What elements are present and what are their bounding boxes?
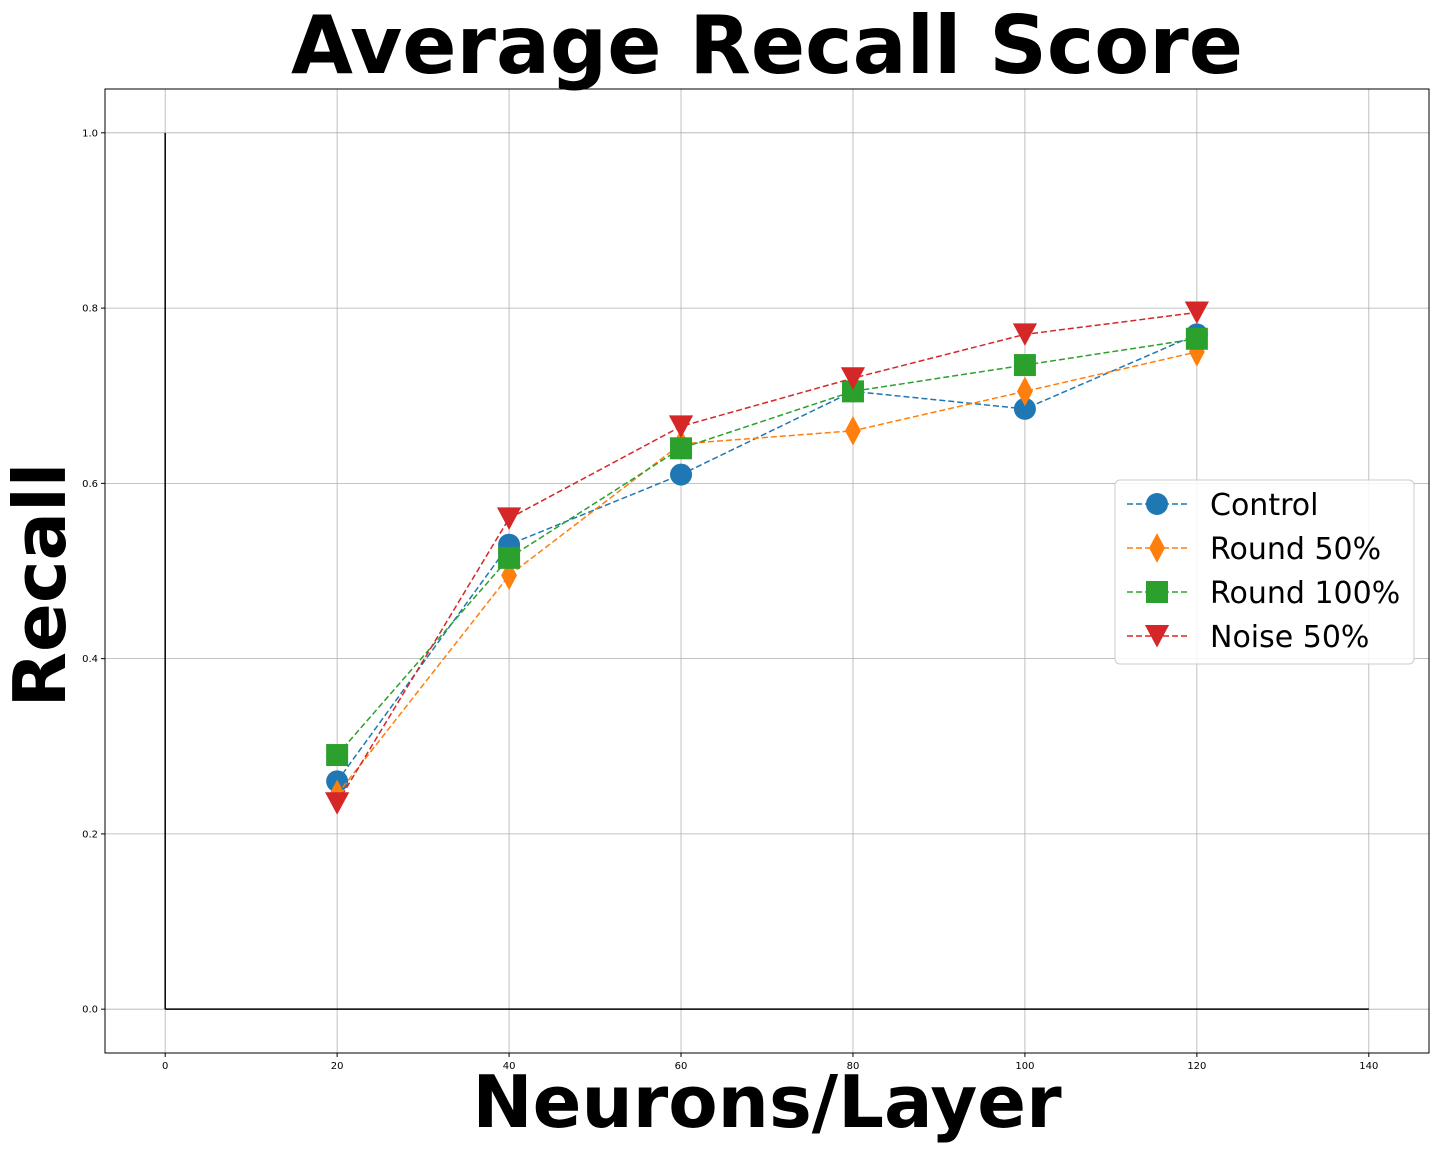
legend-marker-round-100: [1146, 581, 1168, 603]
series-line-round-50: [337, 352, 1197, 795]
legend-label-noise-50: Noise 50%: [1210, 620, 1369, 655]
legend-label-round-50: Round 50%: [1210, 532, 1381, 567]
data-point-noise-50: [497, 507, 521, 530]
x-tick-label: 140: [1359, 1061, 1378, 1072]
y-tick-label: 0.2: [82, 829, 98, 840]
data-point-noise-50: [669, 415, 693, 438]
data-point-round-100: [1014, 354, 1036, 376]
legend-label-round-100: Round 100%: [1210, 576, 1400, 611]
legend-marker-control: [1146, 493, 1168, 515]
data-point-noise-50: [1185, 301, 1209, 324]
series-noise-50: [325, 301, 1209, 814]
y-axis-label: Recall: [0, 463, 82, 708]
series-line-noise-50: [337, 312, 1197, 803]
x-tick-label: 20: [331, 1061, 344, 1072]
data-point-control: [670, 464, 692, 486]
data-point-noise-50: [1013, 323, 1037, 346]
y-tick-label: 1.0: [82, 128, 98, 139]
y-tick-label: 0.6: [82, 479, 98, 490]
series-line-round-100: [337, 339, 1197, 755]
data-point-round-100: [1186, 328, 1208, 350]
x-tick-label: 0: [162, 1061, 168, 1072]
series-round-100: [326, 328, 1208, 766]
legend: Control Round 50% Round 100% Noise 50%: [1115, 480, 1414, 664]
chart-title: Average Recall Score: [291, 0, 1243, 92]
data-point-round-100: [326, 744, 348, 766]
data-point-round-100: [670, 437, 692, 459]
y-tick-label: 0.4: [82, 654, 98, 665]
x-axis-label: Neurons/Layer: [472, 1060, 1062, 1144]
series-round-50: [329, 337, 1205, 809]
series-line-control: [337, 334, 1197, 781]
data-point-noise-50: [325, 792, 349, 815]
series-layer: [325, 301, 1209, 814]
data-point-round-50: [845, 416, 861, 446]
series-control: [326, 323, 1208, 792]
y-tick-label: 0.0: [82, 1005, 98, 1016]
y-tick-label: 0.8: [82, 304, 98, 315]
x-tick-label: 120: [1187, 1061, 1206, 1072]
legend-label-control: Control: [1210, 488, 1318, 523]
data-point-round-100: [498, 547, 520, 569]
